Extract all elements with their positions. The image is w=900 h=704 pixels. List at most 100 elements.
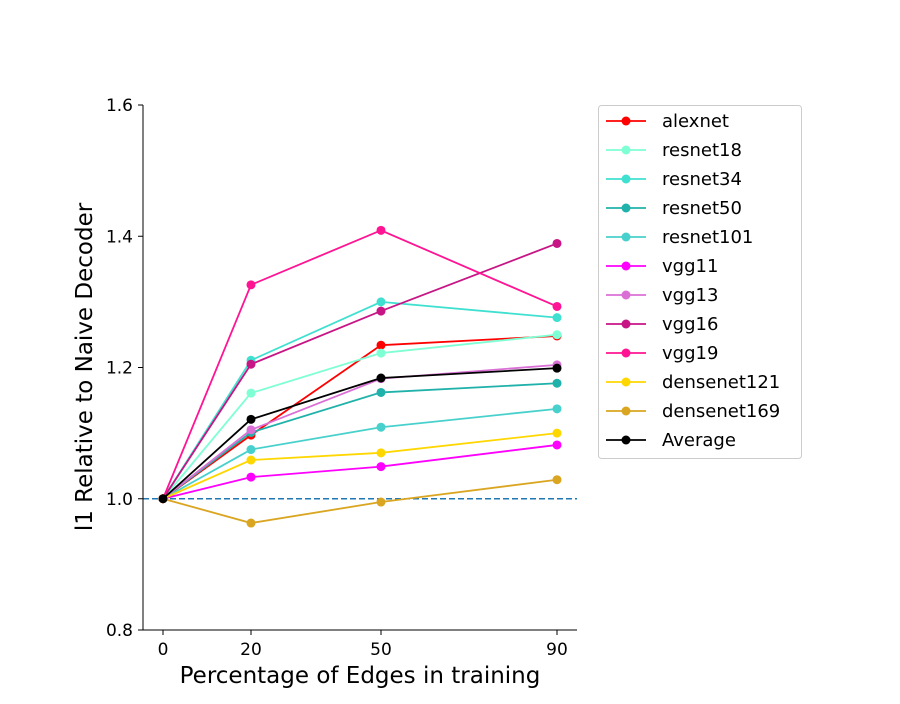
legend-marker — [621, 261, 631, 271]
data-point — [246, 414, 256, 424]
data-point — [376, 225, 386, 235]
data-point — [246, 455, 256, 465]
legend-entry-resnet34: resnet34 — [606, 169, 742, 190]
data-point — [376, 348, 386, 358]
legend-entry-alexnet: alexnet — [606, 111, 729, 132]
data-point — [552, 378, 562, 388]
series-Average — [158, 363, 562, 504]
series-vgg11 — [158, 440, 562, 504]
series-line — [162, 242, 558, 500]
data-point — [246, 359, 256, 369]
legend-marker — [621, 319, 631, 329]
y-axis-label: l1 Relative to Naive Decoder — [72, 202, 98, 531]
series-line — [162, 432, 558, 500]
data-point — [246, 472, 256, 482]
data-point — [158, 494, 168, 504]
legend-frame — [598, 105, 802, 459]
series-line — [162, 333, 558, 500]
data-point — [552, 363, 562, 373]
data-point — [246, 388, 256, 398]
series-vgg19 — [158, 225, 562, 504]
data-point — [246, 425, 256, 435]
x-tick-label: 50 — [370, 640, 392, 660]
legend-entry-vgg19: vgg19 — [606, 343, 718, 364]
legend-label: densenet121 — [662, 372, 780, 393]
series-line — [162, 335, 558, 500]
legend-label: resnet50 — [662, 198, 742, 219]
series-line — [162, 444, 558, 500]
series-line — [162, 229, 558, 500]
legend-entry-vgg13: vgg13 — [606, 285, 718, 306]
legend-marker — [621, 290, 631, 300]
data-point — [376, 462, 386, 472]
series-line — [162, 363, 558, 500]
y-tick-label: 1.4 — [106, 227, 133, 247]
series-line — [162, 367, 558, 500]
legend-label: vgg11 — [662, 256, 718, 277]
series-resnet18 — [158, 330, 562, 504]
legend-marker — [621, 435, 631, 445]
legend-label: densenet169 — [662, 401, 780, 422]
data-point — [376, 422, 386, 432]
axes-layer — [142, 105, 577, 631]
data-point — [552, 313, 562, 323]
legend-marker — [621, 406, 631, 416]
data-point — [376, 306, 386, 316]
series-resnet34 — [158, 297, 562, 504]
ticks-layer: 0 20 50 90 0.8 1.0 1.2 1.4 1.6 — [106, 96, 568, 660]
series-densenet169 — [158, 475, 562, 528]
data-point — [552, 404, 562, 414]
data-point — [552, 330, 562, 340]
legend-label: vgg19 — [662, 343, 718, 364]
legend-marker — [621, 377, 631, 387]
legend-entry-resnet50: resnet50 — [606, 198, 742, 219]
legend-entry-vgg16: vgg16 — [606, 314, 718, 335]
series-line — [162, 300, 558, 500]
data-point — [376, 373, 386, 383]
data-point — [376, 448, 386, 458]
legend-label: resnet101 — [662, 227, 753, 248]
legend-entry-resnet18: resnet18 — [606, 140, 742, 161]
series-line — [162, 478, 558, 524]
data-point — [552, 475, 562, 485]
legend-marker — [621, 145, 631, 155]
data-point — [246, 280, 256, 290]
data-point — [552, 428, 562, 438]
legend-marker — [621, 348, 631, 358]
legend-entry-Average: Average — [606, 430, 736, 451]
x-tick-label: 20 — [240, 640, 262, 660]
data-point — [376, 340, 386, 350]
y-tick-label: 1.6 — [106, 96, 133, 116]
legend-marker — [621, 232, 631, 242]
legend-label: resnet34 — [662, 169, 742, 190]
series-alexnet — [158, 331, 562, 504]
data-point — [376, 387, 386, 397]
legend-entry-densenet169: densenet169 — [606, 401, 780, 422]
legend: alexnet resnet18 resnet34 resnet50 resnet101… — [598, 105, 802, 459]
legend-label: alexnet — [662, 111, 729, 132]
legend-label: vgg13 — [662, 285, 718, 306]
x-axis-label: Percentage of Edges in training — [180, 663, 541, 689]
data-point — [552, 301, 562, 311]
data-point — [552, 440, 562, 450]
legend-entry-vgg11: vgg11 — [606, 256, 718, 277]
y-tick-label: 0.8 — [106, 621, 133, 641]
data-point — [376, 297, 386, 307]
x-tick-label: 0 — [158, 640, 169, 660]
legend-label: vgg16 — [662, 314, 718, 335]
legend-label: resnet18 — [662, 140, 742, 161]
legend-marker — [621, 116, 631, 126]
series-layer — [158, 225, 562, 528]
data-point — [246, 518, 256, 528]
series-line — [162, 407, 558, 500]
y-tick-label: 1.2 — [106, 359, 133, 379]
legend-marker — [621, 174, 631, 184]
data-point — [376, 497, 386, 507]
legend-label: Average — [662, 430, 736, 451]
legend-entry-densenet121: densenet121 — [606, 372, 780, 393]
y-tick-label: 1.0 — [106, 490, 133, 510]
data-point — [246, 445, 256, 455]
data-point — [552, 238, 562, 248]
